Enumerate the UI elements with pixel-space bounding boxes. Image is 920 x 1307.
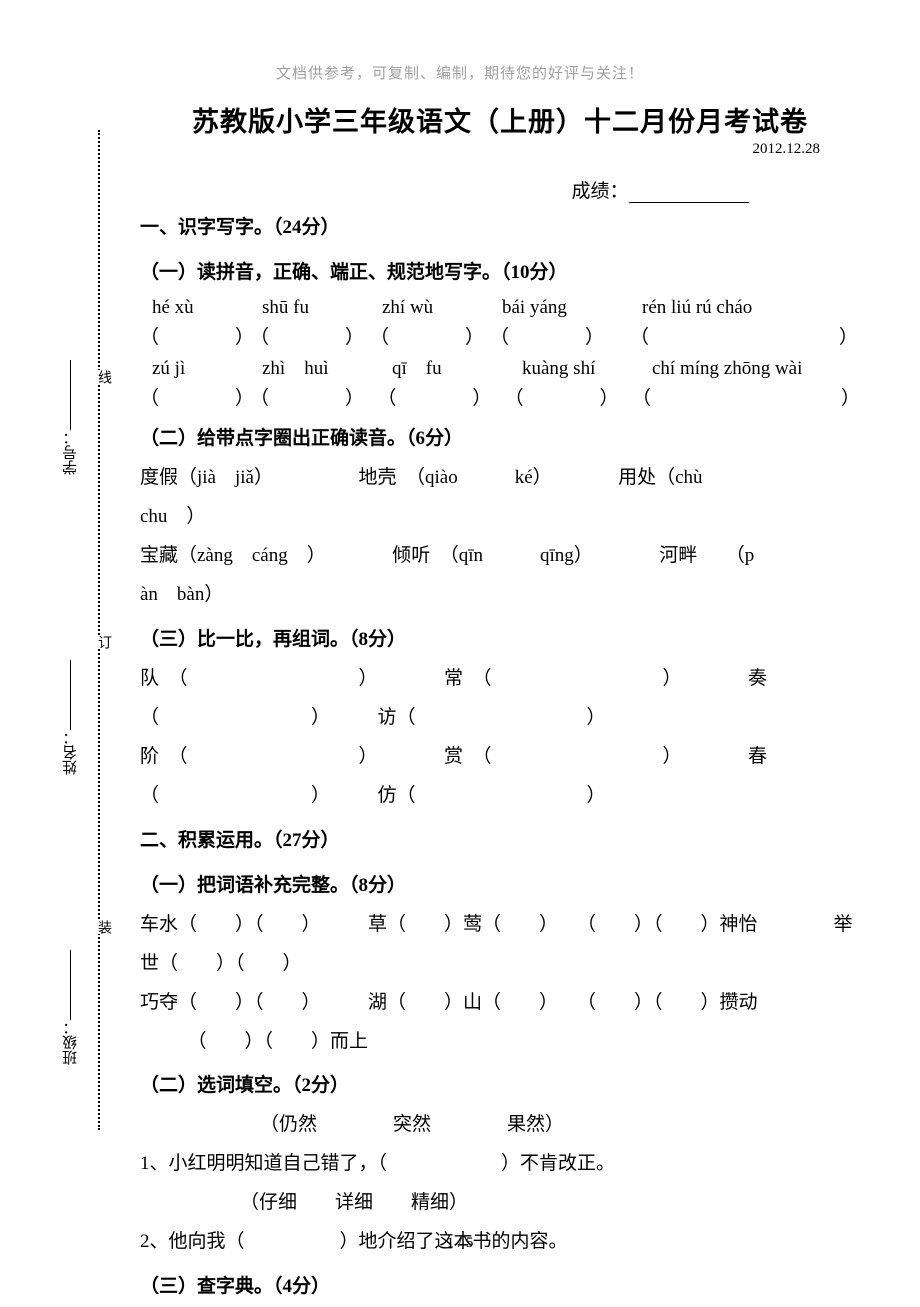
pinyin-row-1: hé xù shū fu zhí wù bái yáng rén liú rú … (140, 293, 860, 323)
q1-3-c[interactable]: 阶 （ ） 赏 （ ） 春 (140, 738, 860, 777)
q1-3-a[interactable]: 队 （ ） 常 （ ） 奏 (140, 660, 860, 699)
exam-date: 2012.12.28 (140, 141, 860, 158)
q2-2-opts1: （仍然 突然 果然） (140, 1106, 860, 1145)
main-content: 苏教版小学三年级语文（上册）十二月份月考试卷 2012.12.28 成绩： 一、… (140, 100, 860, 1307)
q2-1-d[interactable]: （ ）（ ）而上 (140, 1023, 860, 1062)
q1-2-line-a: 度假（jià jiǎ） 地壳 （qiào ké） 用处（chù (140, 459, 860, 498)
pinyin-row-2: zú jì zhì huì qī fu kuàng shí chí míng z… (140, 354, 860, 384)
section1-heading: 一、识字写字。（24分） (140, 209, 860, 248)
q2-2-q1[interactable]: 1、小红明明知道自己错了，（ ）不肯改正。 (140, 1145, 860, 1184)
exam-title: 苏教版小学三年级语文（上册）十二月份月考试卷 (140, 100, 860, 139)
q1-2-line-c: 宝藏（zàng cáng ） 倾听 （qīn qīng） 河畔 （p (140, 537, 860, 576)
binding-char-zhuang: 装 (93, 920, 113, 934)
q2-2-opts2: （仔细 详细 精细） (140, 1184, 860, 1223)
score-row: 成绩： (140, 176, 860, 203)
section2-heading: 二、积累运用。（27分） (140, 822, 860, 861)
section1-sub3: （三）比一比，再组词。（8分） (140, 621, 860, 660)
binding-margin: 班级： 姓名： 学号： 装 订 线 (60, 130, 110, 1130)
q2-1-b[interactable]: 世（ ）（ ） (140, 945, 860, 984)
binding-label-name: 姓名： (60, 660, 81, 775)
q2-1-a[interactable]: 车水（ ）（ ） 草（ ）莺（ ） （ ）（ ）神怡 举 (140, 906, 860, 945)
q1-2-line-b: chu ） (140, 498, 860, 537)
answer-row-2[interactable]: （ ） （ ） （ ） （ ） （ ） (140, 384, 860, 414)
section1-sub1: （一）读拼音，正确、端正、规范地写字。（10分） (140, 254, 860, 293)
section2-sub3: （三）查字典。（4分） (140, 1268, 860, 1307)
score-blank[interactable] (629, 202, 749, 203)
binding-char-xian: 线 (93, 370, 113, 384)
score-label: 成绩： (571, 181, 628, 202)
binding-char-ding: 订 (93, 635, 113, 649)
section2-sub1: （一）把词语补充完整。（8分） (140, 867, 860, 906)
header-note: 文档供参考，可复制、编制，期待您的好评与关注！ (0, 0, 920, 83)
answer-row-1[interactable]: （ ） （ ） （ ） （ ） （ ） (140, 323, 860, 353)
section1-sub2: （二）给带点字圈出正确读音。（6分） (140, 420, 860, 459)
binding-label-id: 学号： (60, 360, 81, 475)
section2-sub2: （二）选词填空。（2分） (140, 1067, 860, 1106)
page-number: 1 / 5 (0, 1235, 920, 1252)
binding-label-class: 班级： (60, 950, 81, 1065)
q1-2-line-d: àn bàn） (140, 576, 860, 615)
q2-1-c[interactable]: 巧夺（ ）（ ） 湖（ ）山（ ） （ ）（ ）攒动 (140, 984, 860, 1023)
q1-3-d[interactable]: （ ） 仿（ ） (140, 777, 860, 816)
q1-3-b[interactable]: （ ） 访（ ） (140, 699, 860, 738)
binding-dotted-line (98, 130, 100, 1130)
